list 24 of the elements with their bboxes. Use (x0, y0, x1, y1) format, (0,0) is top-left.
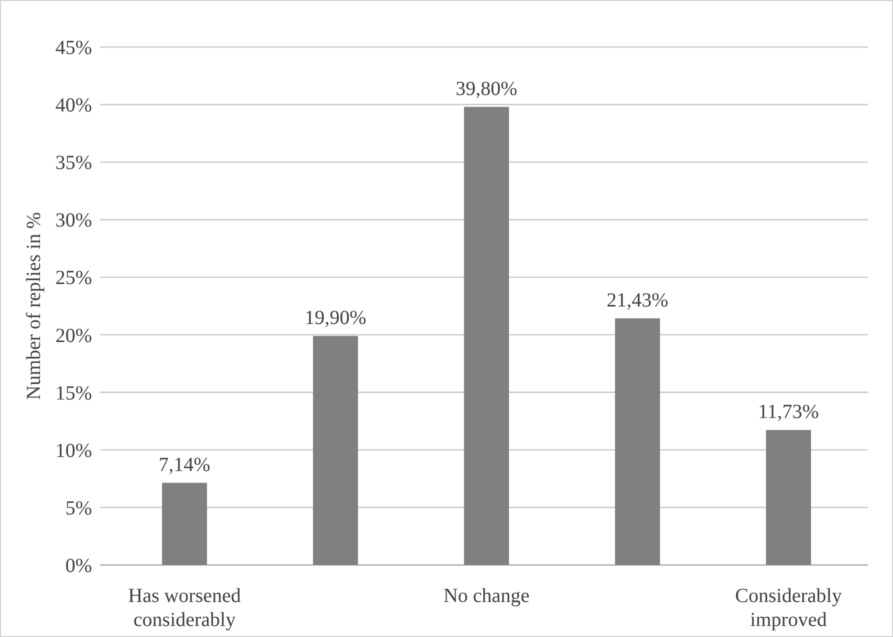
y-tick-label: 25% (55, 267, 92, 290)
x-tick-label: No change (443, 585, 530, 607)
y-tick-label: 15% (55, 382, 92, 404)
y-axis-title: Number of replies in % (23, 212, 45, 400)
y-tick-label: 30% (55, 210, 92, 232)
data-label: 11,73% (758, 400, 819, 423)
y-tick-label: 35% (55, 152, 92, 174)
bar (464, 106, 509, 565)
data-label: 7,14% (158, 454, 210, 476)
bar (313, 336, 358, 565)
x-tick-label: Has worsened considerably (128, 585, 241, 631)
y-tick-label: 40% (55, 94, 92, 117)
y-tick-label: 5% (65, 497, 92, 520)
bar (162, 482, 207, 565)
y-tick-label: 0% (65, 555, 92, 577)
bar (766, 430, 811, 565)
data-label: 19,90% (304, 306, 366, 329)
data-label: 21,43% (606, 289, 668, 312)
y-tick-label: 45% (55, 37, 92, 59)
y-tick-label: 20% (55, 324, 92, 347)
x-tick-label: Considerably improved (735, 585, 842, 631)
data-label: 39,80% (456, 78, 518, 100)
bar (615, 318, 660, 565)
y-tick-label: 10% (55, 440, 92, 462)
